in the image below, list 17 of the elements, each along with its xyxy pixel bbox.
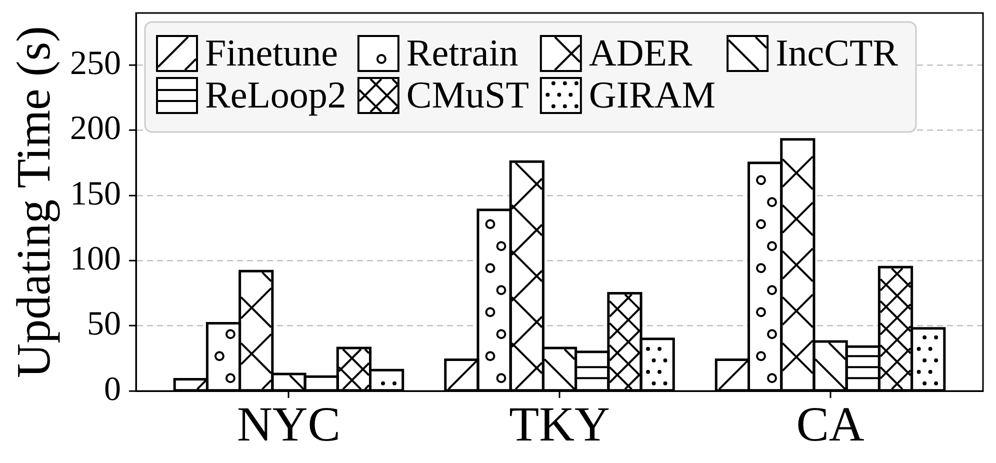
y-tick-label: 150 [70,175,121,212]
x-tick-label: TKY [509,396,610,452]
legend-label: ReLoop2 [205,74,346,117]
y-tick-label: 100 [70,240,121,278]
legend-label: ADER [588,32,693,75]
legend-label: IncCTR [776,32,899,75]
y-tick-label: 250 [70,45,121,82]
legend-label: CMuST [406,74,529,117]
y-tick-label: 50 [87,306,121,343]
y-tick-label: 200 [70,110,121,148]
legend-label: Finetune [205,32,338,75]
x-tick-label: CA [796,396,865,452]
legend-label: Retrain [406,32,518,75]
y-tick-label: 0 [104,370,121,408]
y-axis-title: Updating Time (s) [7,26,60,378]
x-tick-label: NYC [236,396,340,452]
legend-label: GIRAM [588,74,716,117]
